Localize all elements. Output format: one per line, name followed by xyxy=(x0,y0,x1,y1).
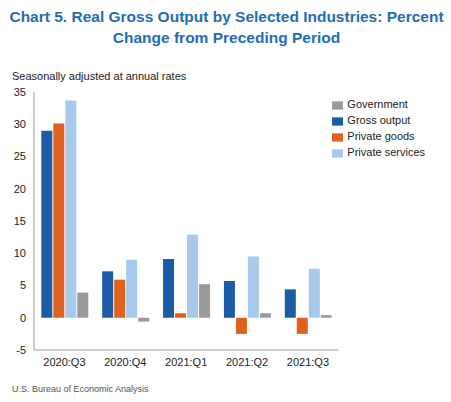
svg-text:35: 35 xyxy=(14,86,26,98)
html-text:Private services: Private services xyxy=(347,146,425,158)
svg-text:2021:Q2: 2021:Q2 xyxy=(226,356,268,368)
html-text:Gross output: Gross output xyxy=(347,114,411,126)
svg-text:2021:Q3: 2021:Q3 xyxy=(287,356,329,368)
svg-text:-5: -5 xyxy=(16,344,26,356)
svg-text:25: 25 xyxy=(14,150,26,162)
svg-text:20: 20 xyxy=(14,183,26,195)
svg-text:15: 15 xyxy=(14,215,26,227)
html-text:Government: Government xyxy=(347,98,408,110)
html-text:Chart 5. Real Gross Output by: Chart 5. Real Gross Output by Selected I… xyxy=(9,8,444,46)
html-text:U.S. Bureau of Economic Analys: U.S. Bureau of Economic Analysis xyxy=(12,384,149,394)
svg-text:30: 30 xyxy=(14,118,26,130)
svg-text:2021:Q1: 2021:Q1 xyxy=(165,356,207,368)
svg-text:5: 5 xyxy=(20,279,26,291)
svg-text:2020:Q4: 2020:Q4 xyxy=(104,356,146,368)
svg-text:10: 10 xyxy=(14,247,26,259)
svg-text:2020:Q3: 2020:Q3 xyxy=(43,356,85,368)
svg-text:0: 0 xyxy=(20,312,26,324)
html-text:Private goods: Private goods xyxy=(347,130,415,142)
html-text:Seasonally adjusted at annual: Seasonally adjusted at annual rates xyxy=(12,70,187,82)
